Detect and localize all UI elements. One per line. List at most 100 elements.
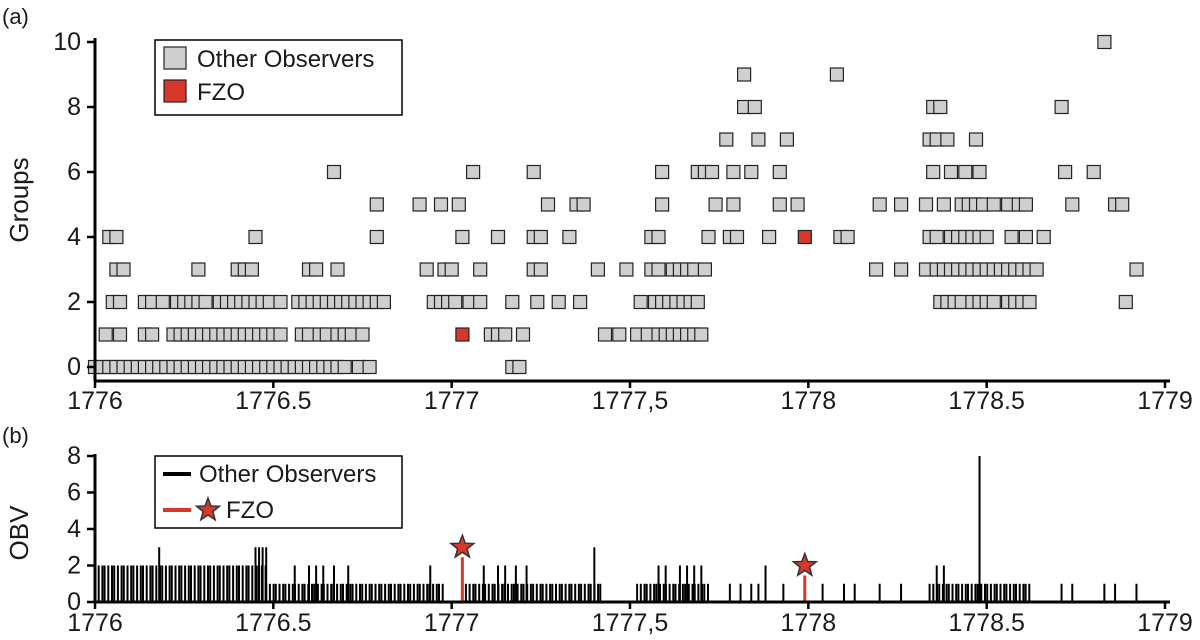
- point-other-observers-197: [562, 229, 577, 245]
- y-tick-label-a-4: 8: [67, 93, 81, 121]
- point-other-observers-237: [986, 197, 1001, 212]
- y-tick-label-a-2: 4: [67, 223, 81, 251]
- y-tick-label-a-3: 6: [67, 158, 81, 186]
- point-other-observers-192: [369, 229, 384, 245]
- point-other-observers-194: [490, 229, 506, 245]
- panel-a-x-ticks: 1776 1776.5 1777 1777,5 1778 1778.5 1779: [67, 381, 1193, 415]
- point-fzo-0: [455, 327, 470, 342]
- point-other-observers-253: [772, 164, 787, 180]
- legend-label-other-observers: Other Observers: [197, 46, 374, 73]
- x-tick-label-a-2: 1777: [424, 387, 480, 415]
- point-other-observers-190: [109, 229, 124, 245]
- point-other-observers-154: [330, 262, 345, 277]
- point-other-observers-132: [690, 294, 705, 310]
- y-tick-label-b-3: 6: [67, 479, 81, 507]
- point-other-observers-118: [448, 294, 463, 310]
- panel-a-plot: 1776 1776.5 1777 1777,5 1778 1778.5 1779 0 2 4 6 8…: [53, 28, 1193, 415]
- point-other-observers-221: [540, 197, 556, 212]
- point-other-observers-251: [726, 164, 741, 180]
- x-tick-label-b-5: 1778.5: [948, 609, 1024, 637]
- point-other-observers-243: [1115, 197, 1130, 212]
- x-tick-label-b-1: 1776.5: [235, 609, 311, 637]
- point-other-observers-125: [633, 294, 648, 310]
- point-other-observers-71: [515, 327, 531, 342]
- point-other-observers-205: [840, 229, 855, 245]
- point-other-observers-123: [551, 294, 566, 310]
- star-icon-fzo-0: [448, 533, 476, 559]
- point-other-observers-43: [145, 327, 160, 342]
- point-other-observers-191: [248, 229, 263, 245]
- point-other-observers-240: [1018, 197, 1034, 212]
- legend-star-icon: [194, 495, 222, 522]
- point-other-observers-144: [1022, 294, 1037, 310]
- legend-swatch-fzo: [163, 79, 187, 103]
- point-other-observers-223: [576, 197, 591, 212]
- point-other-observers-272: [736, 67, 752, 82]
- legend-swatch-other-observers: [163, 46, 187, 70]
- point-other-observers-232: [936, 197, 952, 212]
- panel-label-b: (b): [2, 423, 29, 448]
- point-other-observers-215: [1018, 229, 1034, 245]
- y-axis-title-b: OBV: [4, 505, 34, 561]
- point-other-observers-217: [369, 197, 384, 212]
- point-other-observers-171: [893, 262, 909, 277]
- point-other-observers-170: [868, 262, 884, 277]
- point-other-observers-196: [533, 229, 548, 245]
- point-other-observers-153: [309, 262, 324, 277]
- point-other-observers-164: [651, 262, 666, 277]
- point-other-observers-193: [455, 229, 470, 245]
- y-tick-label-a-5: 10: [53, 28, 81, 56]
- point-other-observers-273: [829, 67, 845, 82]
- x-tick-label-b-2: 1777: [424, 609, 480, 637]
- point-other-observers-247: [654, 164, 670, 180]
- panel-a-legend-box: [154, 39, 403, 116]
- point-other-observers-268: [747, 99, 762, 115]
- point-other-observers-92: [198, 294, 213, 310]
- point-other-observers-262: [779, 132, 795, 147]
- point-other-observers-266: [968, 132, 984, 147]
- point-other-observers-227: [772, 197, 787, 212]
- point-other-observers-229: [872, 197, 887, 212]
- point-other-observers-67: [355, 327, 370, 342]
- point-other-observers-261: [751, 132, 766, 147]
- point-other-observers-122: [530, 294, 545, 310]
- point-other-observers-241: [1065, 197, 1080, 212]
- point-other-observers-73: [612, 327, 627, 342]
- x-tick-label-b-4: 1778: [781, 609, 837, 637]
- point-other-observers-147: [116, 262, 131, 277]
- point-other-observers-202: [729, 229, 745, 245]
- panel-a-marks: [87, 34, 1144, 375]
- point-other-observers-148: [191, 262, 206, 277]
- y-tick-label-a-0: 0: [67, 353, 81, 381]
- point-other-observers-87: [155, 294, 170, 310]
- x-tick-label-a-1: 1776.5: [235, 387, 311, 415]
- point-other-observers-226: [726, 197, 741, 212]
- panel-b-y-ticks: 0 2 4 6 8: [67, 442, 95, 616]
- y-tick-label-b-1: 2: [67, 552, 81, 580]
- point-other-observers-70: [498, 327, 513, 342]
- x-tick-label-a-5: 1778.5: [948, 387, 1024, 415]
- y-tick-label-b-2: 4: [67, 515, 81, 543]
- legend-b-label-other-observers: Other Observers: [199, 461, 376, 488]
- point-other-observers-120: [473, 294, 488, 310]
- point-other-observers-245: [466, 164, 481, 180]
- legend-b-label-fzo: FZO: [226, 497, 274, 524]
- x-tick-label-b-3: 1777,5: [592, 609, 668, 637]
- point-other-observers-214: [1004, 229, 1019, 245]
- panel-label-a: (a): [2, 4, 29, 29]
- point-other-observers-162: [619, 262, 634, 277]
- star-icon-fzo-1: [791, 551, 819, 577]
- point-other-observers-244: [326, 164, 342, 180]
- panel-b-marks: [94, 456, 1138, 602]
- point-other-observers-246: [526, 164, 541, 180]
- point-other-observers-219: [433, 197, 449, 212]
- point-other-observers-231: [918, 197, 934, 212]
- point-other-observers-255: [943, 164, 959, 180]
- point-other-observers-114: [376, 294, 391, 310]
- point-other-observers-35: [337, 359, 352, 375]
- point-other-observers-160: [533, 262, 548, 277]
- panel-b-x-ticks: 1776 1776.5 1777 1777,5 1778 1778.5 1779: [67, 602, 1193, 637]
- point-other-observers-228: [790, 197, 805, 212]
- point-other-observers-224: [654, 197, 670, 212]
